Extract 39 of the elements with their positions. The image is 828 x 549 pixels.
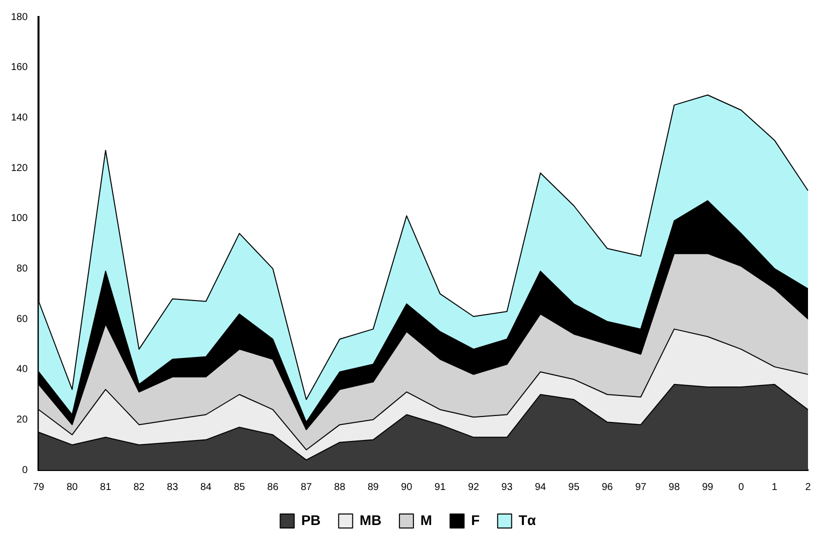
- x-tick-label: 80: [66, 482, 78, 493]
- x-tick-label: 82: [133, 482, 146, 493]
- y-tick-label: 160: [10, 62, 28, 74]
- legend-label: PB: [301, 512, 321, 528]
- x-tick-label: 91: [434, 482, 446, 493]
- x-tick-label: 99: [702, 482, 714, 493]
- x-tick-label: 98: [668, 482, 680, 493]
- x-tick-label: 85: [234, 482, 246, 493]
- y-tick-label: 140: [10, 112, 28, 124]
- x-tick-label: 96: [602, 482, 614, 493]
- x-tick-label: 97: [635, 482, 647, 493]
- y-tick-label: 80: [16, 263, 28, 274]
- legend-label: F: [471, 512, 480, 528]
- x-tick-label: 2: [805, 482, 812, 493]
- x-tick-label: 79: [33, 482, 45, 493]
- legend-label: MB: [360, 512, 382, 528]
- x-tick-label: 83: [166, 482, 178, 493]
- x-tick-label: 88: [334, 482, 346, 493]
- x-tick-label: 90: [401, 482, 413, 493]
- x-tick-label: 89: [368, 482, 380, 493]
- x-tick-label: 95: [568, 482, 580, 493]
- y-tick-label: 40: [16, 364, 28, 376]
- x-tick-label: 1: [772, 482, 778, 493]
- x-tick-label: 87: [300, 482, 312, 493]
- y-tick-label: 180: [10, 12, 28, 23]
- y-tick-label: 120: [10, 162, 28, 174]
- x-tick-label: 81: [100, 482, 112, 493]
- legend-label: M: [420, 512, 432, 528]
- y-tick-label: 0: [22, 464, 28, 476]
- x-tick-label: 92: [468, 482, 480, 493]
- y-tick-label: 20: [16, 414, 28, 426]
- x-tick-label: 94: [534, 482, 546, 493]
- x-tick-label: 0: [738, 482, 744, 493]
- legend-label: Tα: [518, 512, 536, 528]
- x-tick-label: 93: [501, 482, 513, 493]
- x-tick-label: 86: [267, 482, 279, 493]
- y-tick-label: 100: [10, 213, 28, 224]
- y-tick-label: 60: [16, 314, 28, 325]
- x-tick-label: 84: [200, 482, 212, 493]
